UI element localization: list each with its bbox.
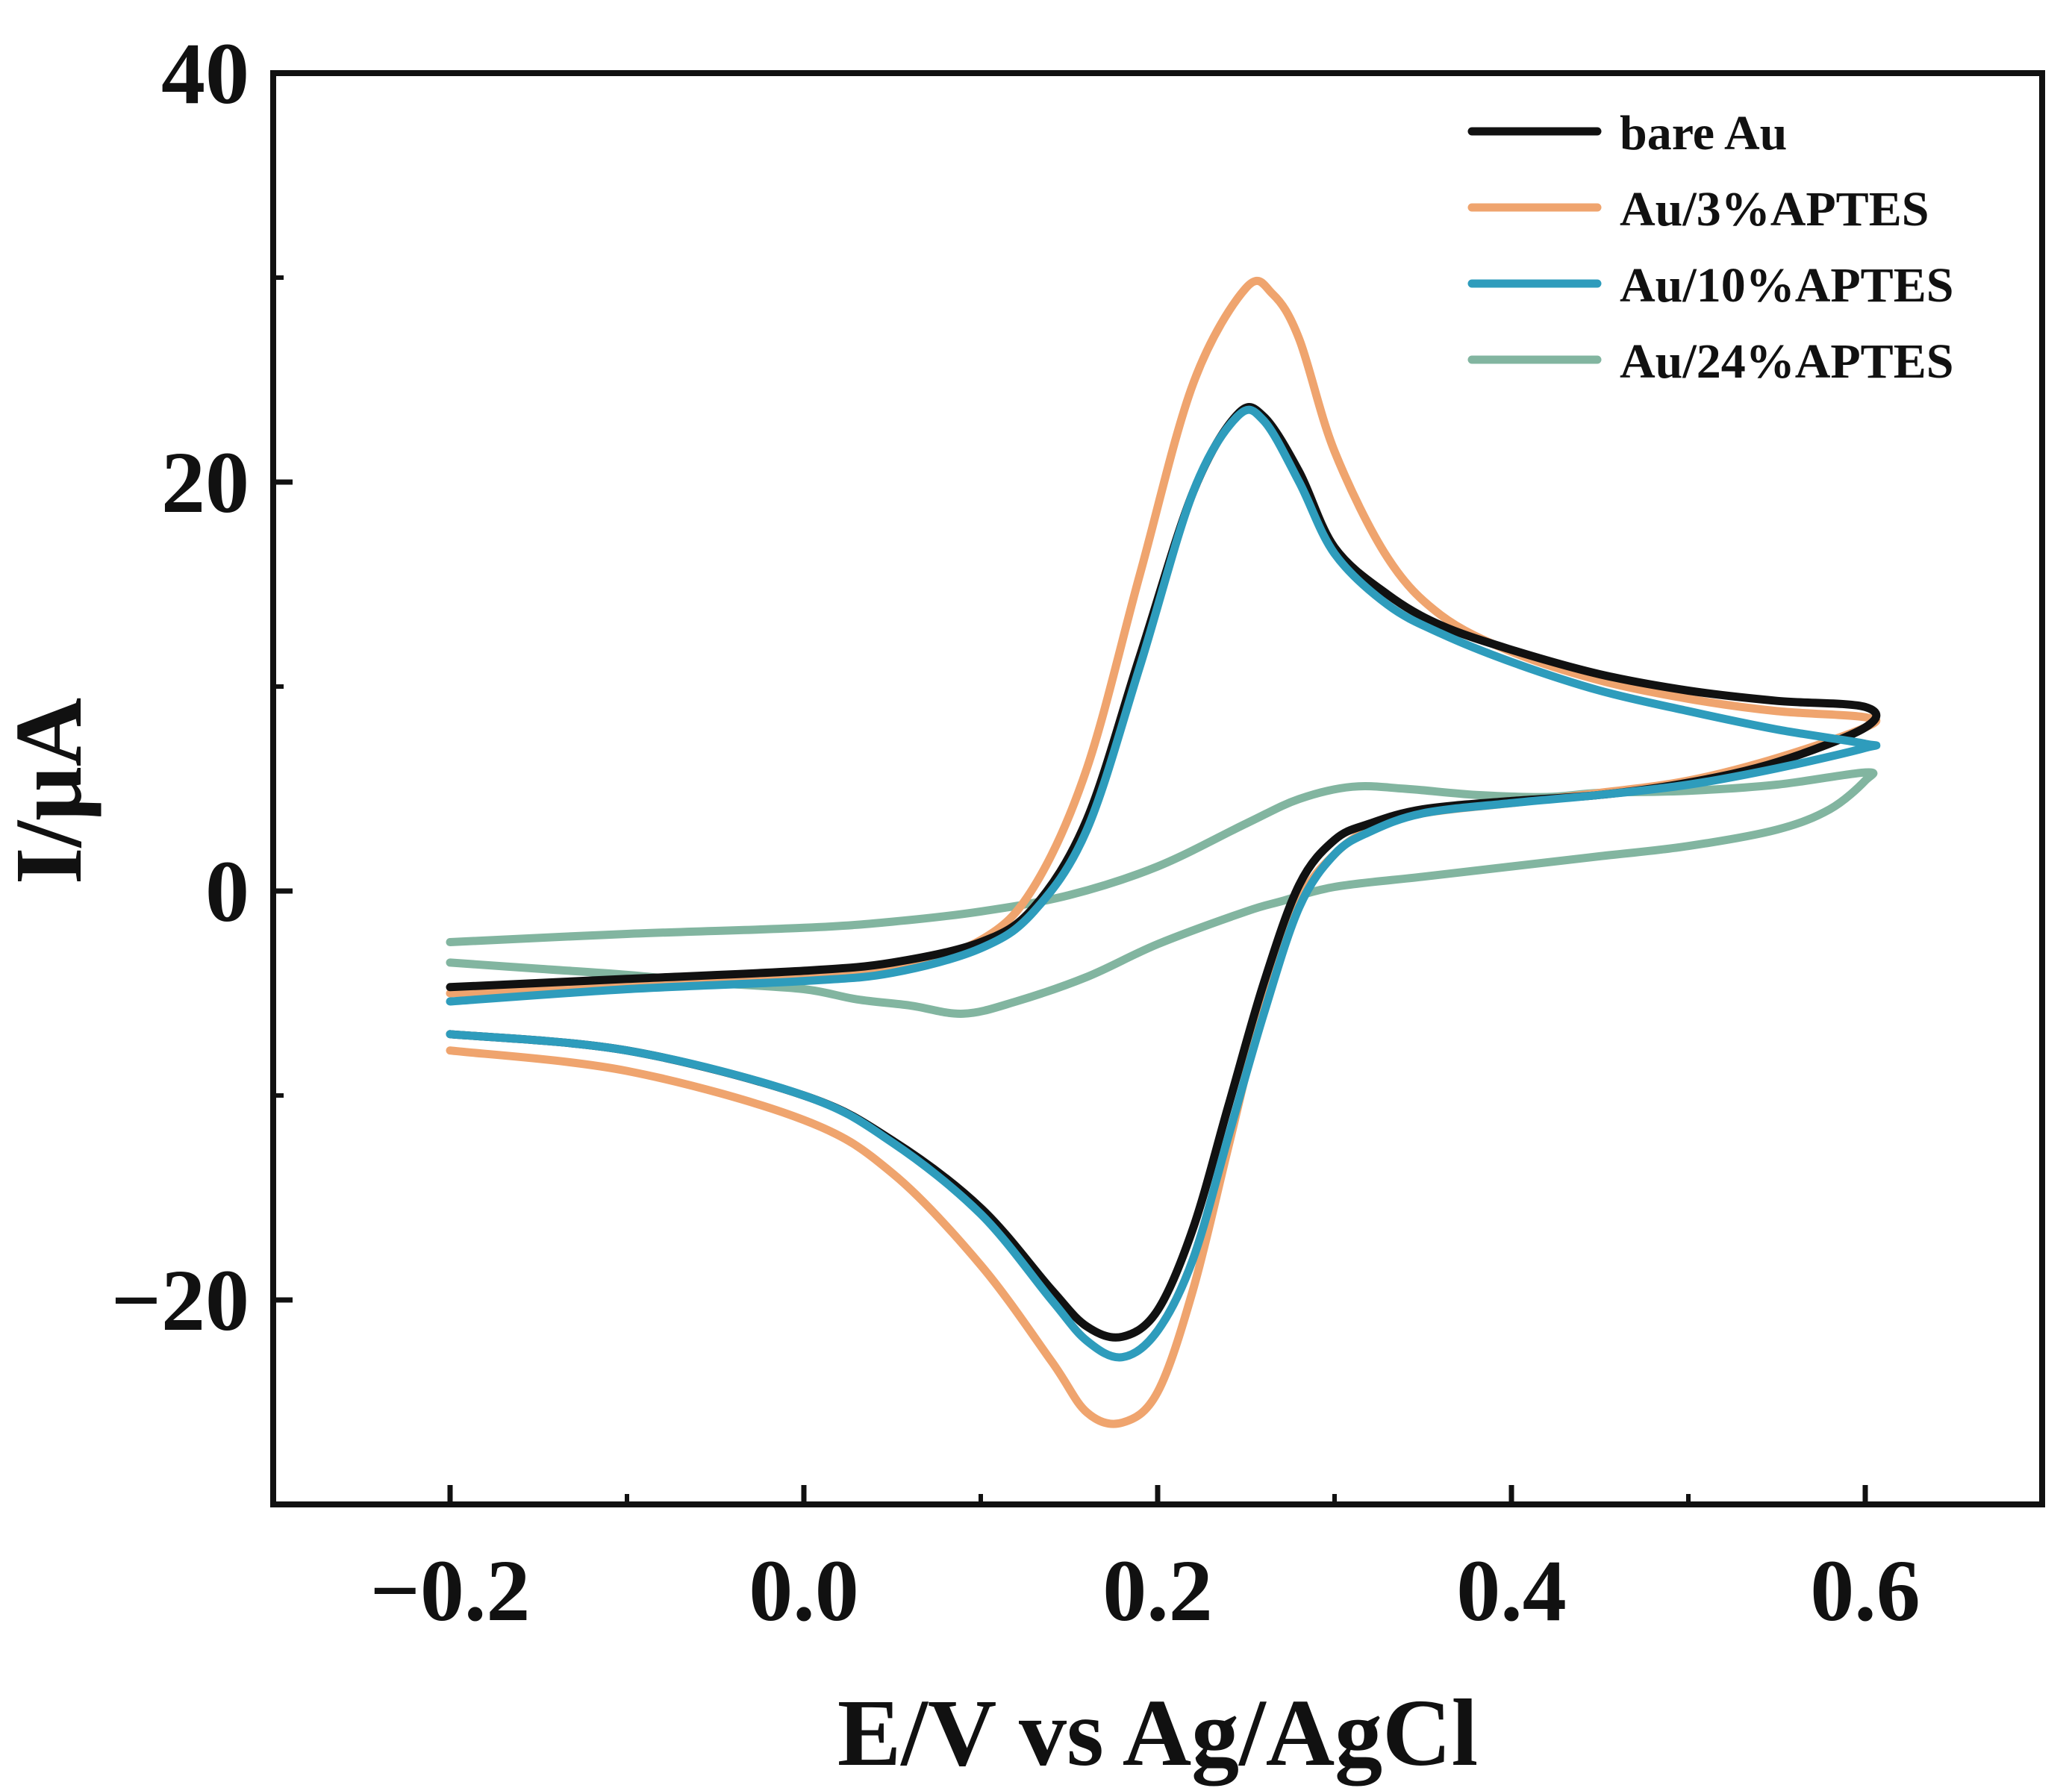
y-axis-tick-labels: −20 0 20 40: [111, 25, 249, 1349]
x-tick-label: 0.2: [1102, 1542, 1213, 1639]
x-tick-label: 0.0: [749, 1542, 859, 1639]
legend-label-au-3-aptes: Au/3%APTES: [1620, 182, 1929, 237]
legend-label-au-10-aptes: Au/10%APTES: [1620, 258, 1953, 313]
x-axis-ticks: [447, 1485, 1868, 1504]
legend: bare Au Au/3%APTES Au/10%APTES Au/24%APTES: [1467, 106, 1953, 389]
y-tick-label: 40: [161, 25, 249, 122]
series-line-au-10-aptes: [446, 405, 1881, 1362]
series-line-au-24-aptes: [446, 768, 1878, 1018]
x-axis-tick-labels: −0.2 0.0 0.2 0.4 0.6: [370, 1542, 1920, 1639]
y-tick-label: −20: [111, 1251, 249, 1349]
series-line-bare-au: [446, 403, 1881, 1342]
y-tick-label: 20: [161, 434, 249, 531]
y-axis-ticks: [273, 70, 293, 1303]
x-tick-label: 0.6: [1810, 1542, 1920, 1639]
legend-label-bare-au: bare Au: [1620, 106, 1787, 160]
series-curves: [446, 276, 1881, 1428]
y-axis-title: I/μA: [0, 698, 102, 884]
x-tick-label: 0.4: [1456, 1542, 1567, 1639]
y-tick-label: 0: [205, 843, 249, 940]
x-tick-label: −0.2: [370, 1542, 531, 1639]
x-axis-title: E/V vs Ag/AgCl: [837, 1680, 1478, 1786]
legend-label-au-24-aptes: Au/24%APTES: [1620, 334, 1953, 389]
